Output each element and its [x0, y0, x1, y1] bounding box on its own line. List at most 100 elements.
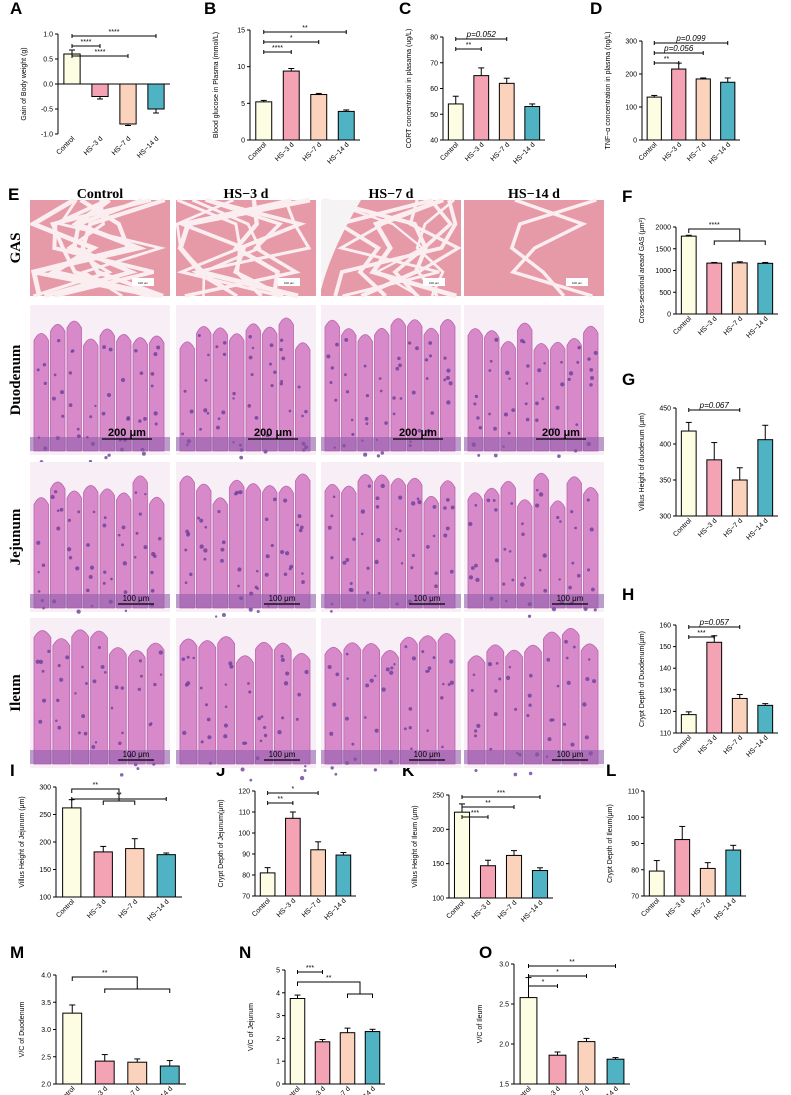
- nucleus: [135, 531, 139, 535]
- y-tick-label: 140: [659, 666, 671, 673]
- nucleus: [192, 656, 196, 660]
- nucleus: [279, 347, 283, 352]
- bar: [531, 870, 549, 899]
- nucleus: [183, 389, 187, 393]
- nucleus: [555, 405, 560, 410]
- villus: [179, 475, 195, 609]
- nucleus: [237, 584, 240, 588]
- nucleus: [589, 383, 593, 387]
- nucleus: [379, 389, 383, 393]
- y-axis-label: Villus Height of Jejunum (μm): [19, 796, 26, 887]
- nucleus: [74, 692, 77, 695]
- villus: [566, 338, 582, 452]
- nucleus: [374, 674, 377, 678]
- nucleus: [513, 772, 518, 777]
- nucleus: [297, 385, 301, 389]
- nucleus: [508, 665, 512, 669]
- nucleus: [417, 428, 422, 433]
- nucleus: [204, 703, 209, 707]
- y-tick-label: 15: [237, 28, 245, 35]
- chart-b: B 0 5 10 15 Blood glucose in Plasma (mmol/L) C…: [204, 0, 360, 166]
- nucleus: [376, 454, 381, 458]
- nucleus: [564, 639, 568, 644]
- x-tick-label: HS−3 d: [86, 898, 108, 920]
- villus: [407, 477, 423, 609]
- nucleus: [335, 342, 339, 347]
- nucleus: [398, 495, 403, 500]
- nucleus: [269, 343, 274, 348]
- nucleus: [360, 532, 364, 536]
- nucleus: [552, 427, 556, 431]
- significance-label: p=0.067: [699, 401, 730, 410]
- nucleus: [303, 769, 307, 772]
- nucleus: [59, 677, 64, 682]
- y-tick-label: 70: [631, 894, 639, 901]
- nucleus: [222, 340, 227, 345]
- nucleus: [47, 649, 51, 653]
- nucleus: [248, 690, 252, 694]
- nucleus: [528, 771, 533, 776]
- bar: [757, 262, 774, 315]
- significance-label: ****: [109, 29, 120, 36]
- nucleus: [424, 358, 429, 362]
- scale-bar-label: 200 μm: [542, 427, 580, 439]
- nucleus: [265, 554, 270, 559]
- villus: [236, 655, 254, 765]
- y-axis-label: Villus Height of duodenum (μm): [639, 413, 646, 511]
- nucleus: [426, 545, 430, 549]
- nucleus: [144, 492, 147, 496]
- x-tick-label: Control: [55, 135, 76, 156]
- nucleus: [304, 764, 307, 768]
- nucleus: [543, 588, 548, 593]
- bar: [94, 1060, 115, 1085]
- nucleus: [207, 353, 210, 357]
- nucleus: [366, 591, 370, 595]
- nucleus: [220, 547, 225, 552]
- significance-label: ****: [95, 49, 106, 56]
- fiber-gap: [509, 198, 597, 298]
- nucleus: [589, 368, 594, 372]
- nucleus: [345, 716, 349, 721]
- x-tick-label: HS−14 d: [713, 897, 737, 921]
- villus: [33, 497, 49, 609]
- y-axis-label: V/C of Duodenum: [19, 1002, 26, 1058]
- y-tick-label: 80: [430, 35, 438, 42]
- nucleus: [237, 567, 242, 572]
- nucleus: [411, 501, 416, 506]
- scale-bar-label: 100 μm: [429, 281, 440, 285]
- panel-label: D: [590, 0, 602, 18]
- nucleus: [223, 723, 229, 728]
- nucleus: [543, 361, 546, 365]
- nucleus: [204, 525, 208, 529]
- nucleus: [514, 707, 518, 711]
- y-axis-label: V/C of Ileum: [477, 1005, 484, 1044]
- significance-label: *: [292, 786, 295, 793]
- nucleus: [206, 411, 210, 415]
- nucleus: [88, 574, 93, 580]
- nucleus: [185, 529, 189, 534]
- nucleus: [86, 543, 90, 547]
- villus: [146, 642, 165, 765]
- nucleus: [374, 559, 379, 565]
- bar: [731, 697, 748, 734]
- nucleus: [81, 665, 84, 669]
- nucleus: [525, 382, 529, 385]
- chart-o: O 1.5 2.0 2.5 3.0 V/C of Ileum Control HS−3 d HS…: [477, 943, 630, 1095]
- chart-i: I 100 150 200 250 300 Villus Height of Jejunum…: [10, 761, 182, 923]
- nucleus: [393, 663, 396, 666]
- y-tick-label: 110: [239, 810, 250, 817]
- nucleus: [121, 525, 126, 530]
- nucleus: [587, 568, 591, 572]
- nucleus: [221, 612, 226, 618]
- nucleus: [57, 725, 62, 730]
- nucleus: [474, 394, 479, 399]
- fiber-gap: [43, 198, 143, 299]
- nucleus: [385, 667, 390, 672]
- panel-label: F: [622, 187, 632, 206]
- x-tick-label: HS−7 d: [723, 517, 745, 539]
- significance-bracket: [297, 981, 361, 994]
- bar: [757, 704, 774, 734]
- nucleus: [487, 661, 493, 667]
- histology-image: 100 μm: [321, 197, 462, 299]
- nucleus: [507, 431, 511, 435]
